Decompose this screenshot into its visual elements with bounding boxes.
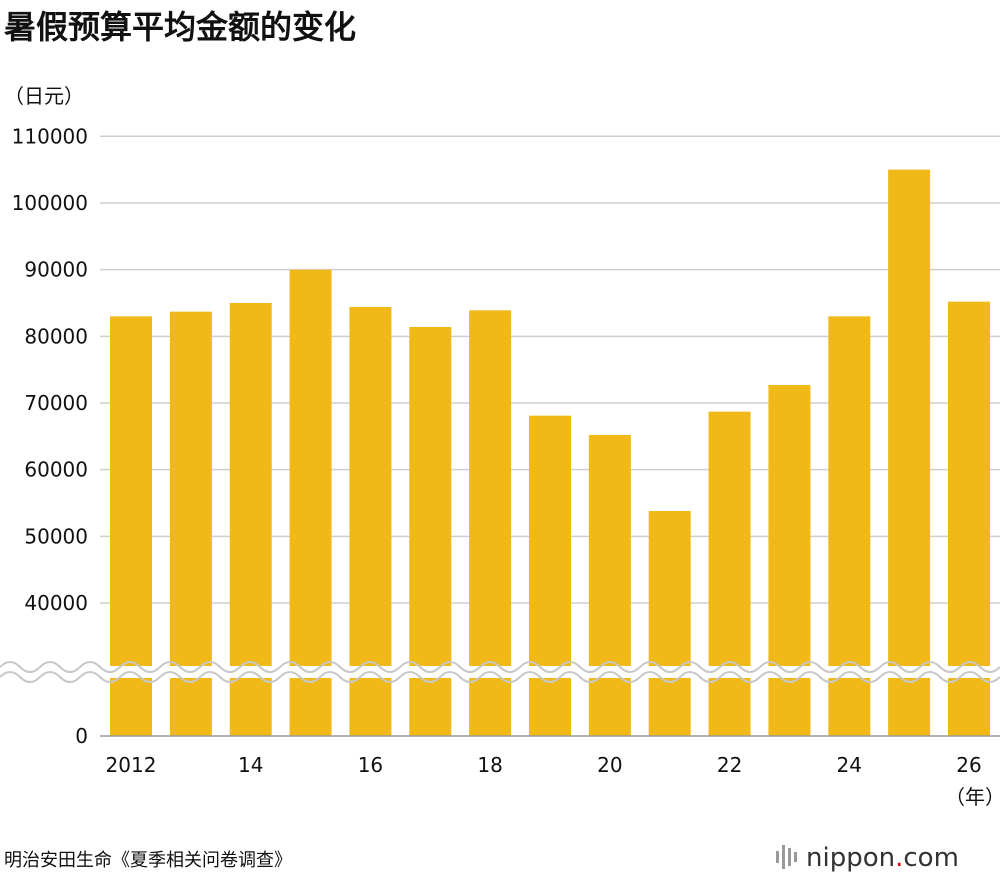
x-axis-unit-label: （年） — [945, 785, 1000, 809]
x-tick-label: 16 — [358, 753, 383, 777]
nippon-logo: nippon.com — [776, 843, 959, 873]
brand-name: nippon.com — [806, 843, 959, 873]
x-tick-label: 22 — [717, 753, 742, 777]
x-tick-label: 2012 — [106, 753, 157, 777]
bar — [469, 310, 512, 736]
bar — [708, 411, 751, 736]
x-tick-label: 14 — [238, 753, 263, 777]
y-tick-label: 90000 — [24, 258, 88, 282]
y-axis-tick-labels: 110000 100000 90000 80000 70000 60000 50000 400… — [12, 124, 88, 748]
bar — [349, 306, 392, 736]
y-tick-label: 50000 — [24, 524, 88, 548]
x-tick-label: 24 — [837, 753, 862, 777]
source-note: 明治安田生命《夏季相关问卷调查》 — [4, 850, 292, 871]
y-tick-label: 80000 — [24, 324, 88, 348]
brand-dot: . — [895, 843, 903, 873]
bar — [588, 434, 631, 736]
y-tick-label: 100000 — [12, 191, 88, 215]
x-tick-label: 18 — [477, 753, 502, 777]
x-tick-label: 26 — [956, 753, 981, 777]
logo-bars-icon — [776, 845, 797, 869]
bar — [948, 301, 990, 736]
chart-title: 暑假预算平均金额的变化 — [4, 8, 356, 46]
brand-domain: com — [903, 843, 959, 873]
y-axis-unit-label: （日元） — [4, 84, 84, 108]
y-tick-label: 110000 — [12, 124, 88, 148]
axis-break-marker — [0, 661, 1000, 683]
bar — [768, 384, 811, 736]
bars — [110, 169, 990, 736]
y-tick-label: 60000 — [24, 458, 88, 482]
bar — [229, 302, 272, 736]
brand-text: nippon — [806, 843, 895, 873]
bar — [648, 510, 691, 736]
bar — [529, 415, 571, 736]
y-tick-label: 40000 — [24, 591, 88, 615]
bar — [888, 169, 931, 736]
x-tick-label: 20 — [597, 753, 622, 777]
y-tick-label: 0 — [75, 724, 88, 748]
y-tick-label: 70000 — [24, 391, 88, 415]
x-axis-tick-labels: 2012 14 16 18 20 22 24 26 — [106, 753, 982, 777]
bar — [289, 269, 332, 736]
